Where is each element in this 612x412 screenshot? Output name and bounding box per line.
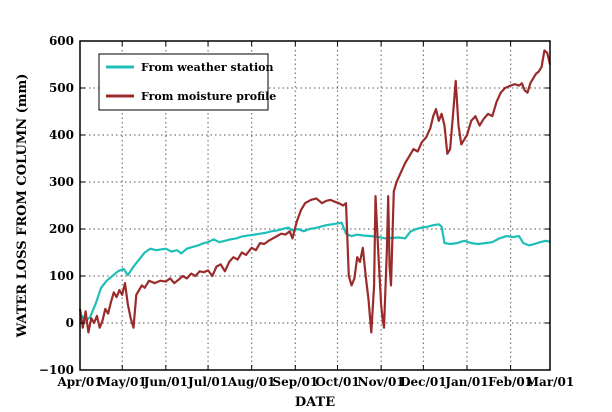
y-tick-label: 600: [49, 34, 74, 48]
y-tick-labels: −100 0 100 200 300 400 500 600: [39, 34, 74, 377]
x-tick-label: Sep/01: [272, 375, 318, 389]
y-tick-label: −100: [39, 363, 74, 377]
x-tick-label: Jun/01: [143, 375, 188, 389]
legend-label-moisture-profile: From moisture profile: [141, 90, 276, 103]
legend-label-weather-station: From weather station: [141, 61, 274, 74]
tick-marks: [79, 40, 551, 371]
x-tick-label: May/01: [98, 375, 147, 389]
x-axis-title: DATE: [295, 395, 335, 410]
legend: From weather station From moisture profi…: [98, 53, 276, 111]
x-tick-label: Oct/01: [315, 375, 359, 389]
y-tick-label: 100: [49, 269, 74, 283]
x-tick-label: Aug/01: [227, 375, 276, 389]
x-tick-label: Jan/01: [444, 375, 488, 389]
x-tick-label: Jul/01: [187, 375, 228, 389]
x-tick-label: Feb/01: [488, 375, 533, 389]
y-tick-label: 200: [49, 222, 74, 236]
x-tick-label: Mar/01: [526, 375, 574, 389]
series-layer: [78, 49, 552, 334]
x-tick-label: Nov/01: [358, 375, 405, 389]
series-line-weather-station: [79, 221, 551, 322]
series-line-moisture-profile: [78, 49, 552, 334]
y-tick-label: 0: [66, 316, 74, 330]
y-tick-label: 400: [49, 128, 74, 142]
legend-box: [98, 53, 269, 111]
y-axis-title: WATER LOSS FROM COLUMN (mm): [15, 74, 30, 339]
y-tick-label: 500: [49, 81, 74, 95]
x-tick-label: Dec/01: [400, 375, 446, 389]
x-tick-label: Apr/01: [56, 375, 102, 389]
plot-frame: [79, 40, 551, 371]
y-tick-label: 300: [49, 175, 74, 189]
